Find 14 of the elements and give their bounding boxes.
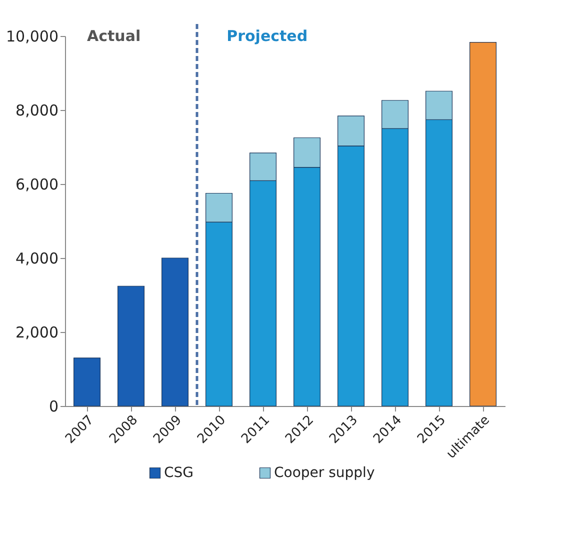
legend-label: Cooper supply xyxy=(274,465,375,481)
bar xyxy=(470,42,496,406)
bar xyxy=(74,358,100,406)
y-tick-label: 2,000 xyxy=(16,324,58,342)
y-tick-label: 10,000 xyxy=(6,28,58,46)
annotation: Actual xyxy=(87,27,141,45)
annotation: Projected xyxy=(226,27,308,45)
bar xyxy=(118,286,144,406)
y-tick-label: 4,000 xyxy=(16,250,58,268)
y-tick-label: 6,000 xyxy=(16,176,58,194)
bar xyxy=(162,258,188,406)
y-tick-label: 0 xyxy=(48,398,58,416)
legend-label: CSG xyxy=(164,465,194,481)
y-tick-label: 8,000 xyxy=(16,102,58,120)
